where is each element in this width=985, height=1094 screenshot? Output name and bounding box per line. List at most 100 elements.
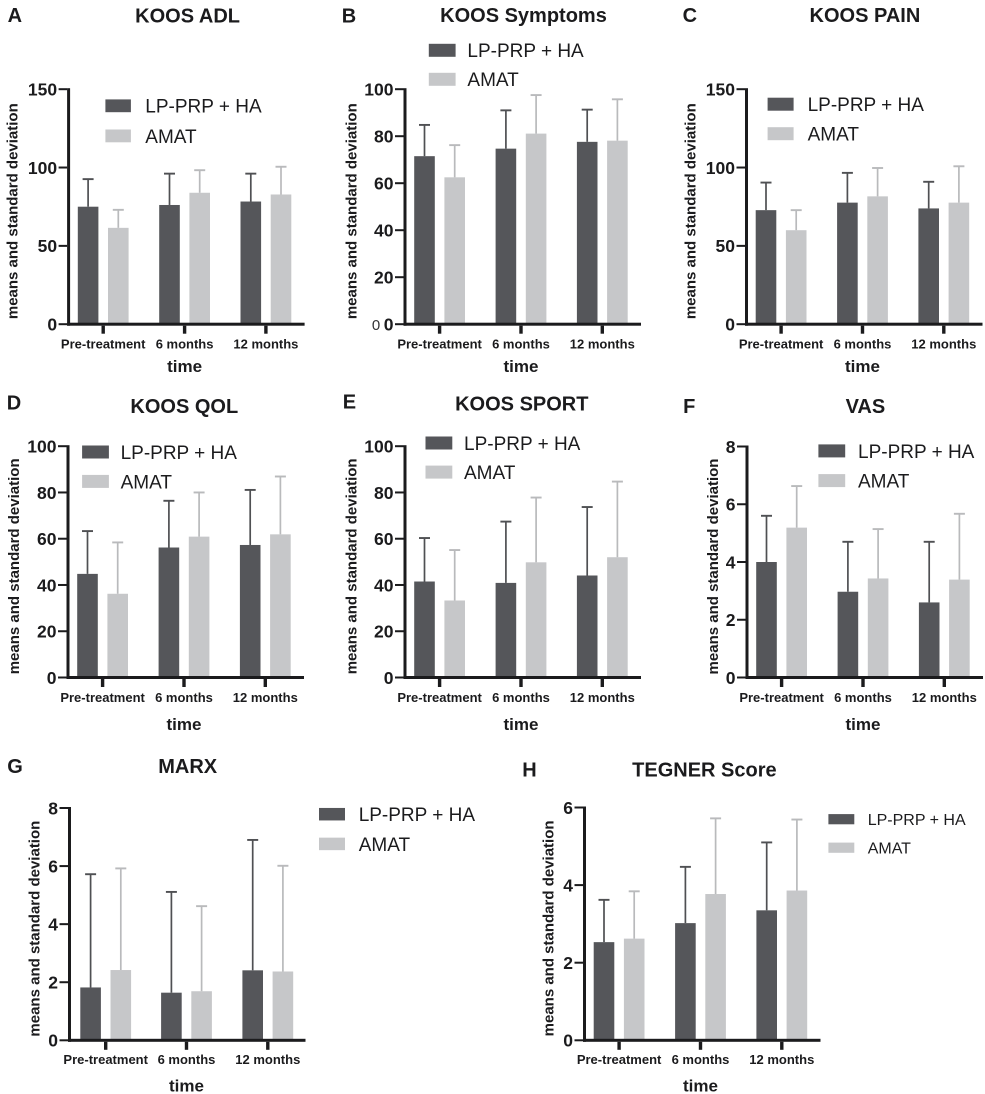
svg-text:20: 20 <box>374 622 394 642</box>
svg-text:100: 100 <box>706 158 735 178</box>
svg-text:6: 6 <box>48 856 58 876</box>
svg-text:4: 4 <box>563 875 573 895</box>
svg-text:time: time <box>683 1077 718 1094</box>
svg-text:6 months: 6 months <box>155 690 213 705</box>
svg-text:Pre-treatment: Pre-treatment <box>577 1052 662 1067</box>
svg-text:time: time <box>845 357 880 376</box>
svg-text:150: 150 <box>706 80 735 100</box>
svg-text:0: 0 <box>48 1031 58 1051</box>
svg-text:12 months: 12 months <box>570 336 635 351</box>
svg-text:60: 60 <box>374 174 394 194</box>
svg-text:6 months: 6 months <box>834 336 892 351</box>
svg-text:time: time <box>169 1076 204 1094</box>
svg-text:12 months: 12 months <box>233 690 298 705</box>
svg-text:MARX: MARX <box>158 756 218 778</box>
svg-text:KOOS ADL: KOOS ADL <box>135 6 240 28</box>
svg-text:LP-PRP + HA: LP-PRP + HA <box>808 95 925 116</box>
svg-text:AMAT: AMAT <box>121 472 173 493</box>
svg-text:100: 100 <box>364 80 393 100</box>
svg-text:4: 4 <box>726 552 736 572</box>
svg-text:4: 4 <box>48 914 58 934</box>
svg-text:LP-PRP + HA: LP-PRP + HA <box>359 805 476 826</box>
svg-text:2: 2 <box>563 953 573 973</box>
svg-text:G: G <box>7 756 23 778</box>
svg-text:60: 60 <box>374 529 394 549</box>
svg-text:50: 50 <box>38 236 58 256</box>
svg-text:means and standard deviation: means and standard deviation <box>6 458 23 674</box>
svg-text:20: 20 <box>37 622 57 642</box>
svg-text:AMAT: AMAT <box>467 70 519 91</box>
svg-text:0: 0 <box>372 317 380 334</box>
svg-text:6: 6 <box>726 495 736 515</box>
svg-text:0: 0 <box>384 315 394 335</box>
svg-text:means and standard deviation: means and standard deviation <box>5 103 22 319</box>
svg-text:0: 0 <box>47 668 57 688</box>
svg-text:means and standard deviation: means and standard deviation <box>541 820 558 1036</box>
svg-text:40: 40 <box>37 575 57 595</box>
svg-text:KOOS QOL: KOOS QOL <box>130 396 238 418</box>
svg-text:AMAT: AMAT <box>858 472 910 493</box>
svg-text:LP-PRP + HA: LP-PRP + HA <box>868 812 966 829</box>
svg-text:6 months: 6 months <box>492 690 550 705</box>
svg-text:Pre-treatment: Pre-treatment <box>397 690 482 705</box>
svg-text:AMAT: AMAT <box>464 463 516 484</box>
svg-text:KOOS SPORT: KOOS SPORT <box>455 394 588 416</box>
svg-text:80: 80 <box>37 483 57 503</box>
svg-text:means and standard deviation: means and standard deviation <box>344 458 361 674</box>
svg-text:6 months: 6 months <box>834 690 892 705</box>
svg-text:KOOS PAIN: KOOS PAIN <box>810 5 921 27</box>
svg-text:LP-PRP + HA: LP-PRP + HA <box>145 97 262 118</box>
svg-text:VAS: VAS <box>846 396 886 418</box>
svg-text:60: 60 <box>37 529 57 549</box>
svg-text:100: 100 <box>27 437 56 457</box>
svg-text:6 months: 6 months <box>158 1052 216 1067</box>
svg-text:100: 100 <box>364 437 393 457</box>
svg-text:2: 2 <box>48 973 58 993</box>
svg-text:means and standard deviation: means and standard deviation <box>344 103 361 319</box>
svg-text:time: time <box>167 357 202 376</box>
svg-text:80: 80 <box>374 483 394 503</box>
svg-text:6 months: 6 months <box>156 336 214 351</box>
svg-text:H: H <box>522 760 536 782</box>
svg-text:Pre-treatment: Pre-treatment <box>60 690 145 705</box>
svg-text:LP-PRP + HA: LP-PRP + HA <box>858 442 975 463</box>
svg-text:12 months: 12 months <box>912 690 977 705</box>
svg-text:Pre-treatment: Pre-treatment <box>63 1052 148 1067</box>
svg-text:6: 6 <box>563 798 573 818</box>
svg-text:F: F <box>683 396 695 418</box>
svg-text:6 months: 6 months <box>492 336 550 351</box>
svg-text:TEGNER Score: TEGNER Score <box>632 760 776 782</box>
svg-text:A: A <box>8 5 22 27</box>
svg-text:time: time <box>504 357 539 376</box>
svg-text:20: 20 <box>374 268 394 288</box>
svg-text:LP-PRP + HA: LP-PRP + HA <box>467 41 584 62</box>
svg-text:Pre-treatment: Pre-treatment <box>61 336 146 351</box>
svg-text:0: 0 <box>563 1031 573 1051</box>
svg-text:KOOS Symptoms: KOOS Symptoms <box>440 5 607 27</box>
svg-text:150: 150 <box>28 80 57 100</box>
svg-text:AMAT: AMAT <box>359 835 411 856</box>
svg-text:12 months: 12 months <box>911 336 976 351</box>
svg-text:0: 0 <box>47 315 57 335</box>
svg-text:Pre-treatment: Pre-treatment <box>397 336 482 351</box>
svg-text:means and standard deviation: means and standard deviation <box>705 459 722 675</box>
svg-text:C: C <box>683 5 697 27</box>
svg-text:40: 40 <box>374 575 394 595</box>
svg-text:means and standard deviation: means and standard deviation <box>683 103 700 319</box>
svg-text:0: 0 <box>726 668 736 688</box>
svg-text:AMAT: AMAT <box>808 125 860 146</box>
svg-text:AMAT: AMAT <box>145 127 197 148</box>
svg-text:2: 2 <box>726 610 736 630</box>
svg-text:12 months: 12 months <box>235 1052 300 1067</box>
svg-text:0: 0 <box>384 668 394 688</box>
svg-text:B: B <box>342 5 356 27</box>
svg-text:Pre-treatment: Pre-treatment <box>739 336 824 351</box>
svg-text:12 months: 12 months <box>570 690 635 705</box>
svg-text:8: 8 <box>726 437 736 457</box>
svg-text:100: 100 <box>28 158 57 178</box>
svg-text:D: D <box>7 393 21 415</box>
svg-text:time: time <box>846 715 881 734</box>
svg-text:12 months: 12 months <box>749 1052 814 1067</box>
svg-text:8: 8 <box>48 798 58 818</box>
svg-text:12 months: 12 months <box>233 336 298 351</box>
